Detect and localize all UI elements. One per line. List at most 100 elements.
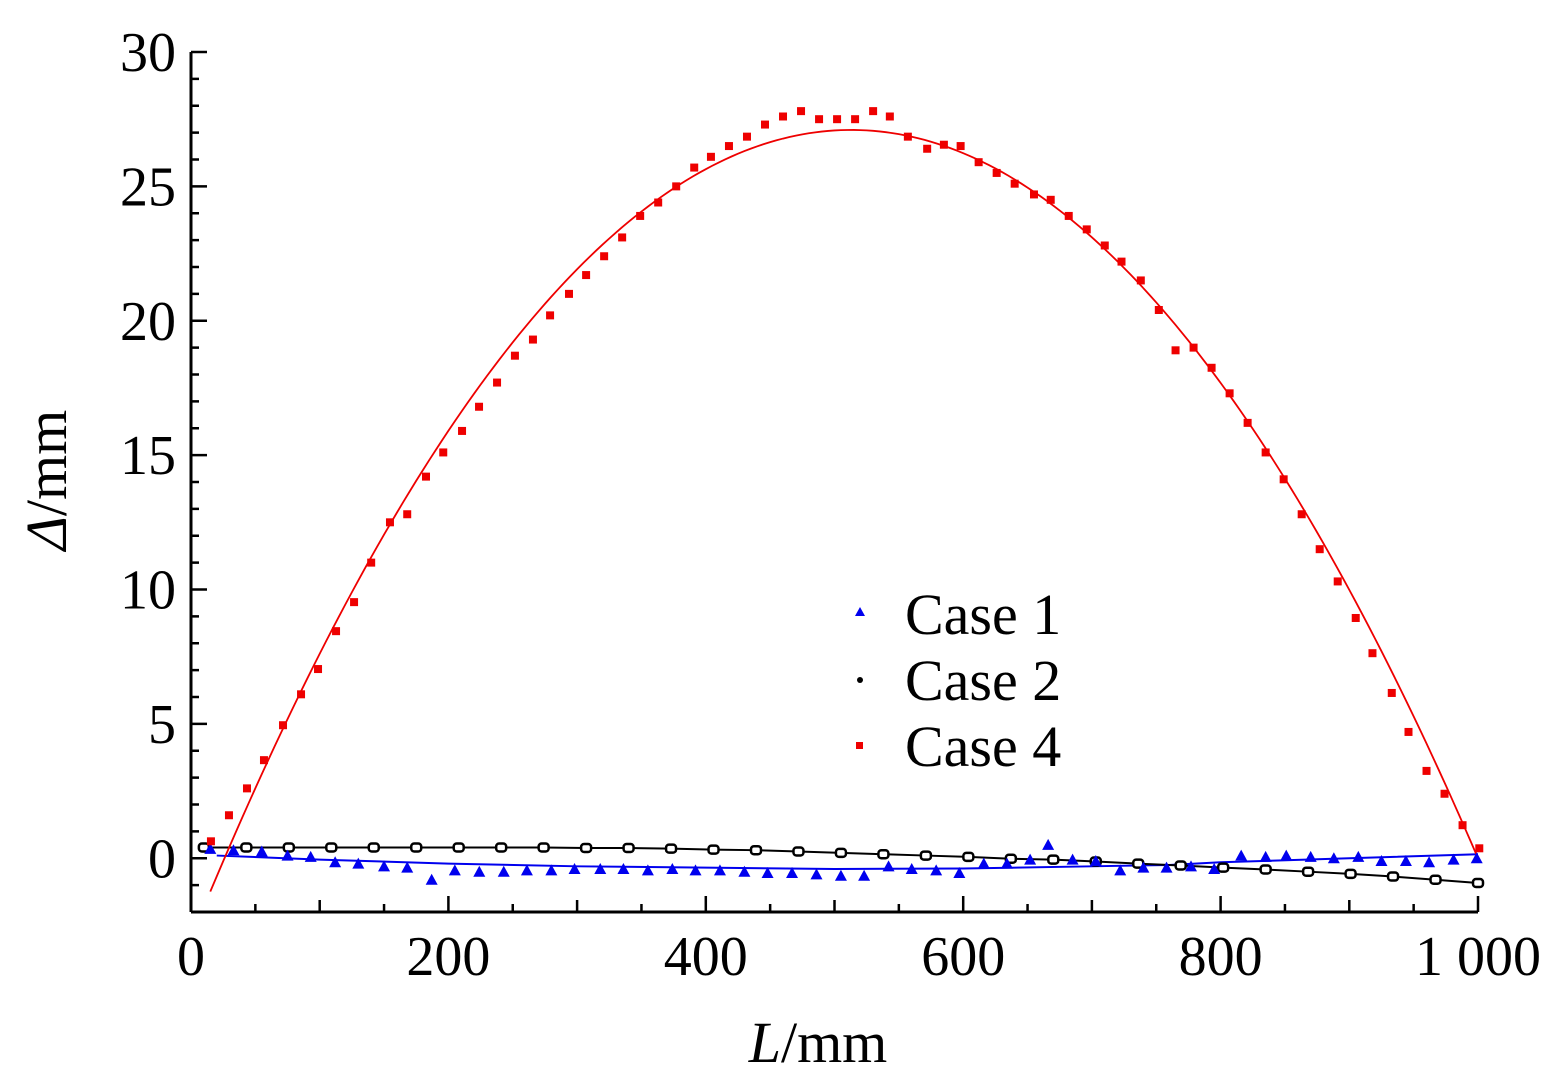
case-4-point [706, 152, 715, 161]
axes [189, 50, 1480, 914]
case-2-point [1344, 868, 1357, 880]
case-1-point [930, 864, 943, 876]
case-2-point [282, 842, 296, 853]
case-1-point [304, 850, 317, 862]
case-2-point [1047, 854, 1060, 865]
case-1-point [448, 864, 461, 876]
legend-label-case-4: Case 4 [905, 714, 1061, 779]
case-2-point [325, 842, 338, 853]
case-4-point [332, 627, 341, 636]
case-4-point [1064, 211, 1073, 220]
case-1-point [497, 865, 510, 877]
case-2-point [1301, 866, 1315, 877]
y-axis-label: Δ/mm [14, 410, 79, 552]
case-4-point [1458, 821, 1467, 830]
case-4-point [1297, 510, 1306, 519]
case-4-point [761, 120, 770, 129]
case-2-point [707, 844, 720, 855]
case-2-point [367, 842, 381, 853]
legend-label-case-2: Case 2 [905, 648, 1061, 713]
case-4-point [385, 518, 394, 527]
case-2-point [749, 844, 763, 856]
case-4-point [279, 721, 288, 730]
x-tick-label: 200 [406, 926, 490, 988]
x-tick-label: 600 [921, 926, 1005, 988]
case-4-point [510, 351, 519, 360]
case-1-point [425, 873, 438, 885]
case-2-point [452, 842, 465, 853]
case-1-point [1375, 854, 1388, 866]
case-1-point [568, 863, 581, 874]
legend-label-case-1: Case 1 [905, 582, 1061, 647]
case-1-point [1024, 853, 1037, 865]
case-1-point [520, 864, 533, 876]
case-4-point [403, 510, 412, 519]
case-1-point [473, 865, 486, 877]
case-4-point [833, 115, 842, 124]
case-4-point [851, 115, 860, 124]
x-axis-label-var: L [748, 1010, 781, 1075]
case-4-point [779, 112, 788, 121]
case-1-point [401, 861, 414, 873]
case-1-point [953, 867, 966, 879]
case-4-point [1475, 844, 1484, 853]
case-4-point [1207, 363, 1216, 372]
y-tick-label: 30 [120, 22, 176, 84]
case-1-point [281, 849, 294, 861]
case-4-point [1082, 225, 1091, 234]
case-4-point [206, 837, 215, 846]
case-4-point [654, 198, 663, 207]
case-2-point [1216, 862, 1230, 873]
case-4-point [475, 402, 484, 411]
case-4-point [618, 233, 627, 242]
case-4-point [1315, 545, 1324, 554]
case-1-point [1160, 861, 1173, 873]
case-2-point [1429, 874, 1442, 885]
case-4-point [422, 472, 431, 481]
case-1-point [255, 845, 268, 857]
case-2-point [579, 842, 593, 854]
case-2-point [409, 842, 423, 853]
case-2-point [240, 842, 253, 853]
case-1-point [1066, 853, 1079, 865]
case-4-point [1171, 346, 1180, 355]
y-axis-label-var: Δ [14, 516, 79, 552]
data-points [197, 107, 1485, 889]
case-4-point [1189, 343, 1198, 352]
case-1-point [1304, 850, 1317, 862]
case-4-point [885, 112, 894, 121]
case-4-point [742, 132, 751, 141]
tick-labels: 0 200 400 600 800 1 000 0 5 10 15 20 25 30 [120, 22, 1541, 988]
case-4-point [1440, 789, 1449, 798]
case-2-point [622, 842, 635, 854]
case-1-point [666, 863, 679, 874]
case-4-point [1100, 241, 1109, 250]
y-tick-label: 10 [120, 560, 176, 622]
case-1-point [810, 868, 823, 880]
case-1-point [761, 867, 774, 879]
legend-marker-case-1 [855, 607, 865, 616]
case-1-fit-line [216, 853, 1479, 871]
case-1-point [1280, 849, 1293, 861]
case-4-point [493, 378, 502, 387]
case-1-point [1114, 864, 1127, 876]
case-4-point [1154, 306, 1163, 314]
case-4-point [636, 211, 645, 220]
case-1-point [689, 864, 702, 876]
case-1-point [858, 869, 871, 881]
case-1-point [1327, 852, 1340, 864]
case-4-point [797, 107, 806, 116]
case-2-point [962, 851, 975, 863]
case-4-point [992, 168, 1001, 177]
case-4-point [367, 558, 376, 567]
x-tick-label: 1 000 [1415, 926, 1541, 988]
case-4-point [439, 448, 448, 457]
y-tick-label: 5 [148, 694, 176, 756]
case-1-point [905, 863, 918, 874]
case-4-point [600, 252, 609, 261]
case-4-point [1243, 418, 1252, 427]
case-4-point [1136, 276, 1145, 285]
case-2-point [537, 842, 550, 853]
case-4-point [564, 289, 573, 298]
case-4-point [1029, 190, 1038, 199]
